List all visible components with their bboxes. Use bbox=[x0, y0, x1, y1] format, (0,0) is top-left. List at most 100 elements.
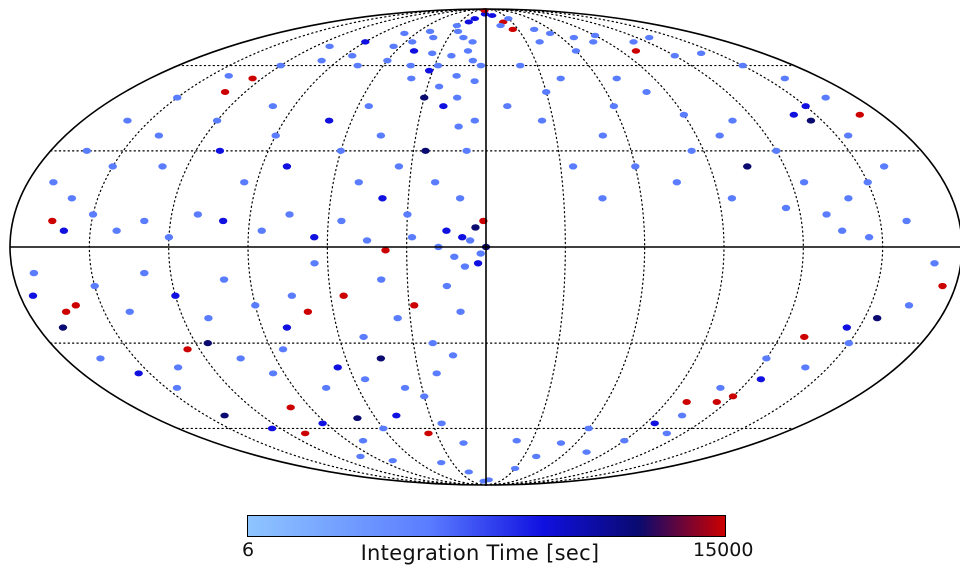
observation-point bbox=[420, 393, 429, 400]
observation-point bbox=[212, 117, 222, 124]
observation-point bbox=[542, 89, 551, 95]
observation-point bbox=[529, 26, 539, 33]
observation-point bbox=[806, 117, 816, 124]
observation-point bbox=[468, 57, 478, 64]
observation-point bbox=[240, 179, 249, 186]
observation-point bbox=[465, 237, 475, 244]
observation-point bbox=[407, 75, 416, 82]
map-axes bbox=[9, 8, 960, 486]
observation-point bbox=[410, 302, 419, 309]
observation-point bbox=[687, 147, 696, 154]
observation-point bbox=[799, 179, 809, 186]
observation-point bbox=[589, 39, 598, 45]
observation-point bbox=[172, 384, 182, 391]
observation-point bbox=[434, 83, 444, 90]
observation-point bbox=[631, 163, 640, 170]
observation-point bbox=[286, 404, 295, 411]
observation-point bbox=[503, 103, 512, 110]
observation-point bbox=[154, 132, 164, 139]
observation-point bbox=[123, 117, 132, 124]
observation-point bbox=[389, 43, 398, 50]
observation-point bbox=[140, 217, 149, 225]
observation-point bbox=[310, 234, 319, 241]
observation-point bbox=[662, 430, 672, 437]
observation-point bbox=[468, 39, 477, 45]
map-outline bbox=[9, 8, 960, 486]
observation-point bbox=[545, 30, 555, 37]
observation-point bbox=[424, 430, 433, 437]
observation-point bbox=[409, 48, 419, 54]
observation-point bbox=[421, 147, 430, 154]
observation-point bbox=[532, 453, 541, 460]
observation-point bbox=[220, 412, 229, 419]
observation-point bbox=[715, 132, 724, 139]
observation-point bbox=[537, 117, 547, 124]
observation-point bbox=[58, 324, 68, 331]
observation-point bbox=[512, 437, 521, 444]
observation-point bbox=[361, 39, 370, 45]
observation-point bbox=[356, 453, 365, 460]
observation-point bbox=[459, 34, 468, 41]
observation-point bbox=[448, 352, 458, 359]
observation-point bbox=[276, 62, 285, 69]
observation-point bbox=[801, 364, 810, 371]
observation-point bbox=[439, 103, 448, 110]
observation-point bbox=[727, 195, 737, 202]
observation-point bbox=[781, 204, 791, 212]
observation-point bbox=[487, 13, 497, 19]
observation-point bbox=[318, 420, 327, 427]
observation-point bbox=[353, 62, 362, 69]
meridian-line bbox=[485, 8, 804, 486]
observation-point bbox=[801, 103, 810, 110]
observation-point bbox=[173, 364, 183, 371]
colorbar-gradient bbox=[248, 516, 725, 536]
observation-point bbox=[325, 43, 334, 50]
observation-point bbox=[459, 440, 468, 446]
observation-point bbox=[406, 62, 415, 69]
observation-point bbox=[403, 211, 412, 218]
observation-point bbox=[49, 179, 58, 186]
observation-point bbox=[571, 48, 581, 54]
observation-point bbox=[902, 217, 911, 225]
observation-point bbox=[456, 308, 465, 315]
observation-point bbox=[609, 103, 619, 110]
observation-point bbox=[930, 260, 939, 267]
observation-point bbox=[822, 211, 831, 218]
observation-point bbox=[333, 364, 342, 371]
observation-point bbox=[303, 308, 313, 315]
observation-point bbox=[71, 302, 81, 309]
observation-point bbox=[556, 75, 565, 82]
observation-point bbox=[158, 163, 167, 170]
observation-point bbox=[855, 111, 864, 118]
observation-point bbox=[300, 430, 310, 437]
observation-point bbox=[203, 340, 213, 347]
observation-point bbox=[28, 292, 38, 299]
observation-point bbox=[535, 39, 544, 45]
observation-point bbox=[171, 292, 180, 299]
observation-point bbox=[251, 302, 260, 309]
observation-point bbox=[470, 78, 479, 85]
observation-point bbox=[173, 94, 182, 101]
observation-point bbox=[743, 163, 752, 170]
observation-point bbox=[407, 234, 417, 241]
observation-point bbox=[712, 399, 721, 405]
observation-point bbox=[287, 292, 297, 299]
observation-point bbox=[388, 457, 397, 464]
observation-point bbox=[904, 302, 914, 309]
observation-point bbox=[470, 16, 480, 22]
observation-point bbox=[88, 211, 98, 218]
observation-point bbox=[348, 52, 357, 59]
observation-point bbox=[471, 224, 480, 231]
observation-point bbox=[670, 52, 679, 59]
observation-point bbox=[108, 163, 117, 170]
observation-point bbox=[271, 132, 280, 139]
observation-points bbox=[28, 8, 947, 484]
observation-point bbox=[568, 163, 578, 170]
observation-point bbox=[268, 370, 278, 377]
observation-point bbox=[337, 217, 346, 225]
observation-point bbox=[452, 72, 461, 79]
observation-point bbox=[442, 282, 452, 290]
observation-point bbox=[762, 355, 771, 362]
observation-point bbox=[473, 260, 483, 267]
observation-point bbox=[236, 355, 245, 362]
